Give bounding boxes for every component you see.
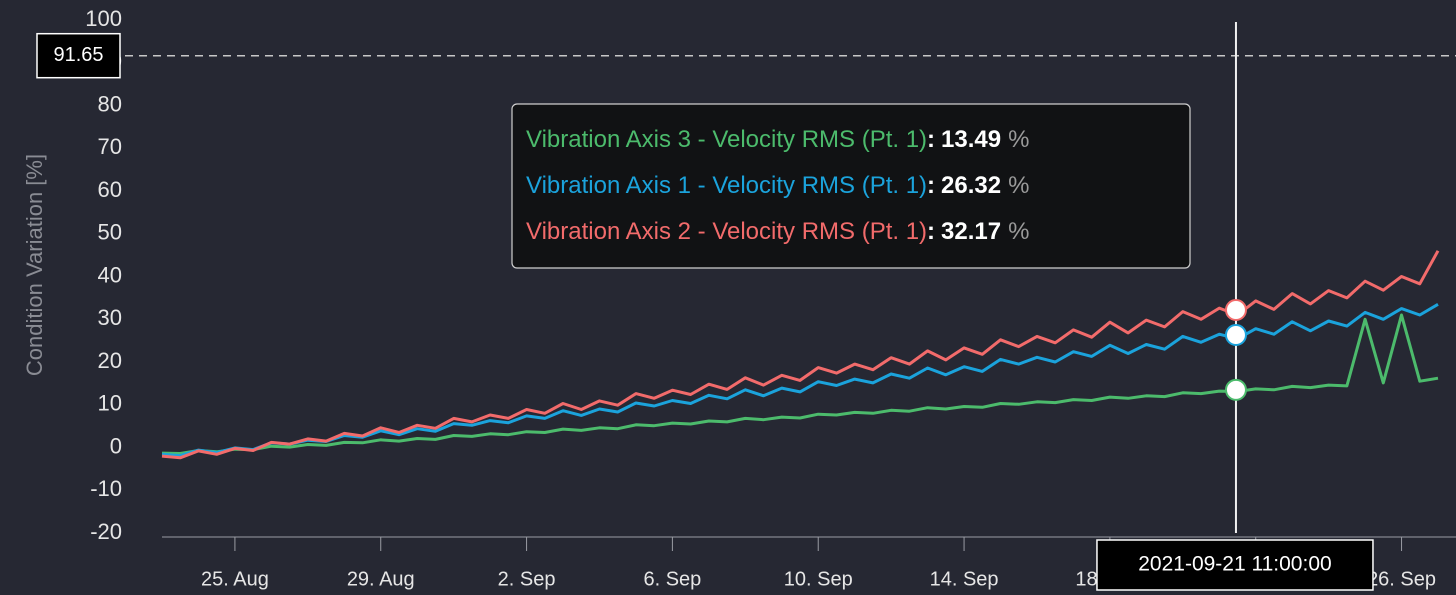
tooltip-separator: : bbox=[927, 172, 935, 199]
crosshair-y-label-box bbox=[36, 32, 121, 79]
y-tick-label: 40 bbox=[98, 262, 122, 287]
y-tick-label: 100 bbox=[85, 6, 122, 31]
hover-marker bbox=[1224, 323, 1247, 346]
tooltip-series-name: Vibration Axis 1 - Velocity RMS (Pt. 1) bbox=[526, 172, 927, 199]
y-tick-label: 80 bbox=[98, 91, 122, 116]
y-tick-label: 20 bbox=[98, 348, 122, 373]
y-tick-label: 50 bbox=[98, 220, 122, 245]
crosshair-x-label-box bbox=[1096, 539, 1374, 591]
crosshair-x-label: 2021-09-21 11:00:00 bbox=[1138, 553, 1331, 576]
x-tick-label: 2. Sep bbox=[498, 568, 556, 590]
tooltip-box bbox=[511, 103, 1191, 269]
x-tick-label: 6. Sep bbox=[643, 568, 701, 590]
tooltip-value: 13.49 bbox=[941, 126, 1001, 153]
x-tick-label: 10. Sep bbox=[784, 568, 853, 590]
y-tick-label: 30 bbox=[98, 305, 122, 330]
tooltip-unit: % bbox=[1008, 218, 1029, 245]
x-tick-label: 14. Sep bbox=[930, 568, 999, 590]
y-tick-label: 10 bbox=[98, 391, 122, 416]
x-tick-label: 25. Aug bbox=[201, 568, 269, 590]
y-tick-label: 70 bbox=[98, 134, 122, 159]
tooltip-value: 26.32 bbox=[941, 172, 1001, 199]
y-tick-label: -20 bbox=[90, 519, 122, 544]
y-tick-label: 0 bbox=[110, 433, 122, 458]
tooltip-unit: % bbox=[1008, 126, 1029, 153]
y-axis-title: Condition Variation [%] bbox=[22, 154, 47, 376]
tooltip-row: Vibration Axis 1 - Velocity RMS (Pt. 1):… bbox=[526, 172, 1029, 199]
y-tick-label: -10 bbox=[90, 476, 122, 501]
x-tick-label: 29. Aug bbox=[347, 568, 415, 590]
tooltip-separator: : bbox=[927, 218, 935, 245]
tooltip-value: 32.17 bbox=[941, 218, 1001, 245]
tooltip-series-name: Vibration Axis 3 - Velocity RMS (Pt. 1) bbox=[526, 126, 927, 153]
tooltip-unit: % bbox=[1008, 172, 1029, 199]
crosshair-y-label: 91.65 bbox=[53, 44, 103, 66]
tooltip-row: Vibration Axis 3 - Velocity RMS (Pt. 1):… bbox=[526, 126, 1029, 153]
tooltip-separator: : bbox=[927, 126, 935, 153]
x-tick-label: 26. Sep bbox=[1367, 568, 1436, 590]
tooltip-series-name: Vibration Axis 2 - Velocity RMS (Pt. 1) bbox=[526, 218, 927, 245]
tooltip-row: Vibration Axis 2 - Velocity RMS (Pt. 1):… bbox=[526, 218, 1029, 245]
hover-marker bbox=[1224, 378, 1247, 401]
hover-marker bbox=[1224, 298, 1247, 321]
y-tick-label: 60 bbox=[98, 177, 122, 202]
